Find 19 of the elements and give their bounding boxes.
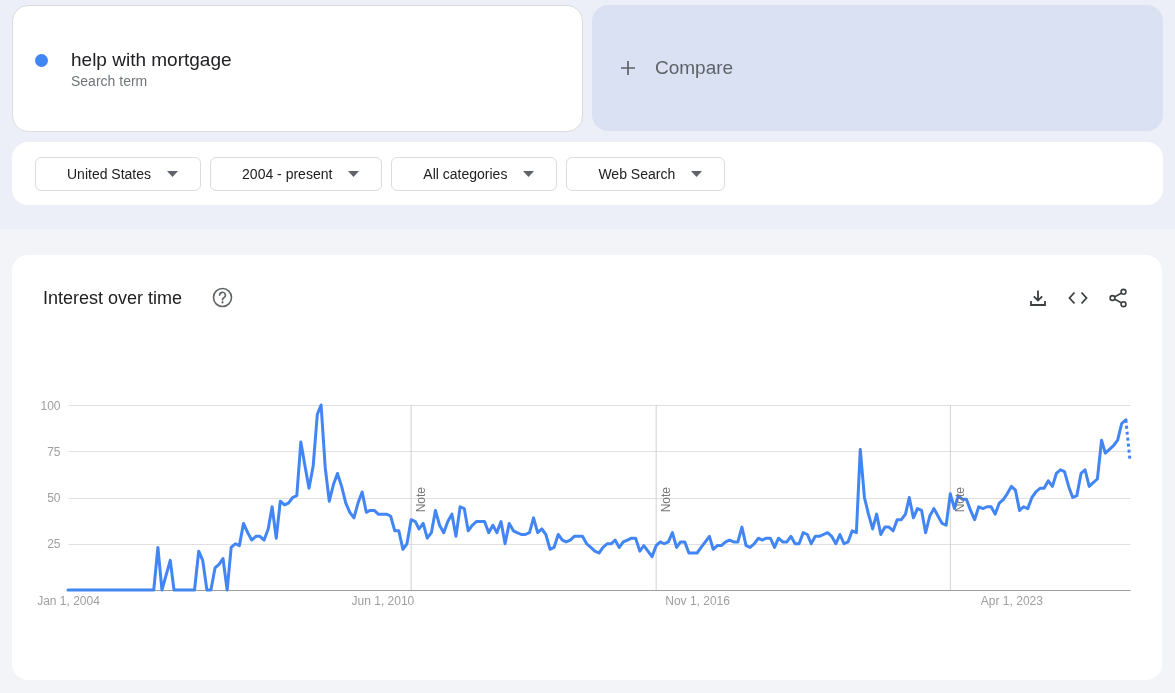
dropdown-field: 2004 - present bbox=[210, 157, 383, 191]
dropdown-field: Web Search bbox=[566, 157, 726, 191]
x-tick-label: Jan 1, 2004 bbox=[37, 593, 101, 608]
y-tick-label: 100 bbox=[40, 398, 61, 413]
ref-line-label: Note bbox=[659, 486, 674, 513]
dropdown-field: All categories bbox=[391, 157, 558, 191]
chart-title: Interest over time bbox=[43, 287, 183, 309]
y-tick-label: 50 bbox=[47, 491, 61, 505]
x-tick-label: Nov 1, 2016 bbox=[665, 593, 731, 608]
compare-button: Compare bbox=[592, 5, 1163, 131]
y-tick-label: 25 bbox=[47, 537, 61, 552]
dropdown-field: United States bbox=[35, 157, 202, 191]
legend-label: help with mortgage bbox=[71, 49, 232, 71]
x-tick-label: Jun 1, 2010 bbox=[351, 593, 415, 608]
ref-line-label: Note bbox=[414, 486, 429, 513]
x-tick-label: Apr 1, 2023 bbox=[980, 593, 1044, 608]
y-tick-label: 75 bbox=[47, 444, 61, 459]
text: Search term bbox=[71, 72, 149, 90]
ref-line-label: Note bbox=[953, 486, 968, 513]
